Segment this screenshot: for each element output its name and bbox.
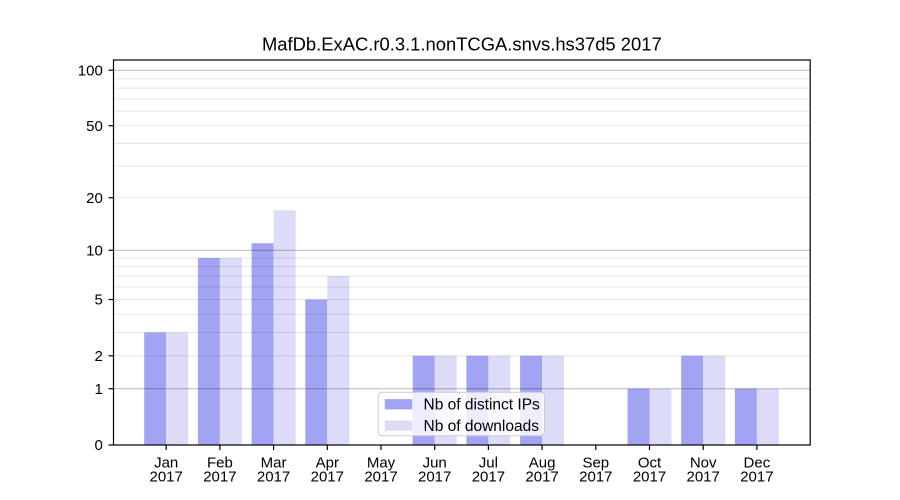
svg-text:Nov: Nov <box>690 454 717 471</box>
svg-text:MafDb.ExAC.r0.3.1.nonTCGA.snvs: MafDb.ExAC.r0.3.1.nonTCGA.snvs.hs37d5 20… <box>262 33 662 54</box>
svg-text:2017: 2017 <box>472 468 505 485</box>
svg-text:Apr: Apr <box>316 454 339 471</box>
svg-text:2017: 2017 <box>740 468 773 485</box>
svg-text:2017: 2017 <box>579 468 612 485</box>
svg-text:2017: 2017 <box>633 468 666 485</box>
svg-text:Feb: Feb <box>207 454 233 471</box>
svg-text:2017: 2017 <box>364 468 397 485</box>
svg-text:100: 100 <box>78 62 103 79</box>
svg-text:Sep: Sep <box>582 454 609 471</box>
svg-text:Jan: Jan <box>154 454 178 471</box>
svg-text:5: 5 <box>94 292 102 309</box>
svg-text:Nb of distinct IPs: Nb of distinct IPs <box>424 396 541 413</box>
svg-text:2017: 2017 <box>525 468 558 485</box>
svg-text:Jun: Jun <box>423 454 447 471</box>
svg-text:Dec: Dec <box>744 454 771 471</box>
svg-text:Mar: Mar <box>261 454 287 471</box>
svg-text:2017: 2017 <box>150 468 183 485</box>
svg-text:2017: 2017 <box>418 468 451 485</box>
svg-text:20: 20 <box>86 190 103 207</box>
svg-text:2017: 2017 <box>687 468 720 485</box>
svg-text:2017: 2017 <box>257 468 290 485</box>
svg-text:May: May <box>367 454 396 471</box>
svg-text:2017: 2017 <box>311 468 344 485</box>
svg-text:Nb of downloads: Nb of downloads <box>424 418 540 435</box>
svg-text:50: 50 <box>86 118 103 135</box>
svg-text:Aug: Aug <box>529 454 556 471</box>
svg-text:1: 1 <box>94 381 102 398</box>
svg-text:0: 0 <box>94 437 102 454</box>
svg-text:Oct: Oct <box>638 454 662 471</box>
svg-text:2017: 2017 <box>203 468 236 485</box>
svg-text:Jul: Jul <box>479 454 498 471</box>
svg-text:2: 2 <box>94 348 102 365</box>
svg-text:10: 10 <box>86 243 103 260</box>
